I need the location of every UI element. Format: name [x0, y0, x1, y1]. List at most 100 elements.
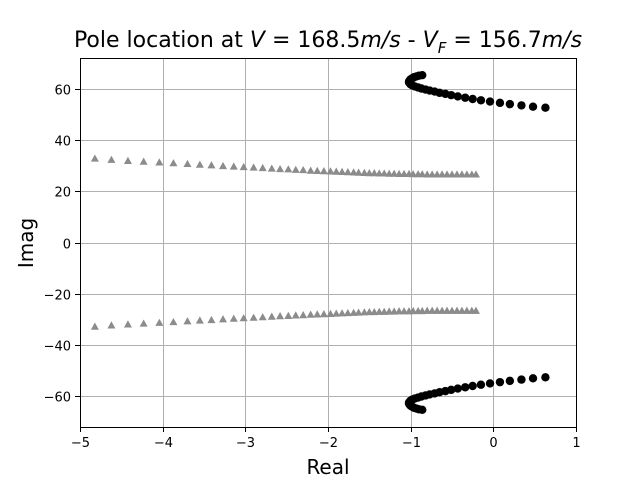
triangle-pole-point [249, 313, 258, 321]
triangle-pole-point [306, 166, 315, 174]
triangle-pole-point [107, 321, 116, 329]
triangle-pole-point [313, 310, 322, 318]
triangle-pole-point [139, 157, 148, 165]
triangle-pole-point [284, 311, 293, 319]
triangle-pole-point [155, 318, 164, 326]
circle-pole-point [468, 94, 477, 104]
triangle-pole-point [343, 308, 352, 317]
triangle-pole-point [343, 168, 352, 176]
triangle-pole-point [207, 315, 216, 324]
triangle-pole-point [267, 164, 276, 172]
y-tick-label: 20 [54, 186, 71, 201]
triangle-pole-point [90, 322, 99, 330]
x-tick-label: −2 [319, 436, 338, 451]
triangle-pole-point [267, 312, 276, 320]
triangle-pole-point [123, 156, 132, 164]
triangle-pole-point [239, 314, 248, 322]
y-tick-label: −20 [44, 289, 71, 304]
triangle-pole-point [380, 169, 389, 177]
triangle-pole-point [360, 168, 369, 176]
triangle-pole-point [207, 161, 216, 169]
triangle-pole-point [169, 317, 178, 326]
triangle-pole-point [195, 316, 204, 324]
chart-title: Pole location at V = 168.5m/s - VF = 156… [74, 28, 582, 57]
circle-pole-point [461, 383, 470, 392]
circle-pole-point [495, 377, 505, 387]
circle-pole-point [495, 98, 505, 108]
triangle-pole-point [332, 309, 341, 317]
triangle-pole-point [299, 311, 308, 319]
triangle-pole-point [139, 319, 148, 327]
circle-pole-point [505, 99, 515, 109]
triangle-pole-point [291, 165, 300, 173]
triangle-pole-point [313, 166, 322, 174]
x-tick-label: −5 [71, 436, 90, 451]
y-tick-label: 40 [54, 135, 71, 150]
triangle-pole-point [390, 169, 399, 177]
circle-pole-point [476, 96, 486, 105]
y-tick-label: −60 [44, 391, 71, 406]
circle-pole-point [476, 380, 486, 389]
triangle-pole-point [276, 312, 285, 320]
triangle-pole-point [229, 162, 238, 170]
triangle-pole-point [319, 167, 328, 175]
data-marks [90, 70, 550, 415]
triangle-pole-point [332, 167, 341, 175]
triangle-pole-point [239, 162, 248, 171]
grid-lines [80, 58, 577, 427]
triangle-pole-point [284, 165, 293, 173]
triangle-pole-point [471, 170, 480, 178]
triangle-pole-point [319, 309, 328, 318]
circle-pole-point [418, 405, 427, 415]
triangle-pole-point [155, 158, 164, 166]
circle-pole-point [418, 70, 427, 80]
circle-pole-point [528, 102, 538, 111]
circle-pole-point [461, 93, 470, 102]
triangle-pole-point [354, 308, 363, 316]
triangle-pole-point [276, 164, 285, 173]
circle-pole-point [517, 375, 526, 384]
triangle-pole-point [338, 309, 347, 317]
triangle-pole-point [107, 155, 116, 163]
y-tick-label: 60 [54, 84, 71, 99]
y-axis-label: Imag [14, 218, 38, 268]
x-axis-label: Real [306, 455, 349, 479]
triangle-pole-point [326, 167, 335, 175]
circle-pole-point [485, 379, 495, 388]
triangle-pole-point [123, 320, 132, 328]
triangle-pole-point [306, 310, 315, 318]
triangle-pole-point [370, 169, 379, 177]
x-tick-label: 0 [489, 436, 497, 451]
triangle-pole-point [169, 159, 178, 167]
triangle-pole-point [326, 309, 335, 317]
triangle-pole-point [90, 154, 99, 162]
y-tick-label: −40 [44, 340, 71, 355]
triangle-pole-point [471, 306, 480, 314]
x-tick-label: −3 [236, 436, 255, 451]
triangle-pole-point [418, 170, 427, 178]
circle-pole-point [541, 103, 550, 112]
triangle-pole-point [219, 161, 228, 170]
y-tick-label: 0 [63, 238, 71, 253]
triangle-pole-point [349, 168, 358, 176]
x-tick-label: −4 [154, 436, 173, 451]
circle-pole-point [485, 97, 495, 106]
circle-pole-point [517, 101, 526, 110]
triangle-pole-point [195, 160, 204, 168]
triangle-pole-point [249, 163, 258, 171]
triangle-pole-point [338, 167, 347, 175]
triangle-pole-point [183, 159, 192, 168]
circle-pole-point [468, 381, 477, 391]
triangle-pole-point [229, 314, 238, 322]
circle-pole-point [453, 92, 462, 101]
circle-pole-point [541, 373, 550, 382]
circle-pole-point [453, 384, 462, 393]
triangle-pole-point [183, 317, 192, 325]
triangle-pole-point [258, 163, 267, 172]
axis-ticks: −5 −4 −3 −2 −1 0 1 −60 −40 −20 0 20 40 60 [44, 84, 581, 452]
triangle-pole-point [354, 168, 363, 176]
circle-pole-point [528, 374, 538, 383]
triangle-pole-point [299, 165, 308, 174]
circle-pole-point [505, 376, 515, 386]
